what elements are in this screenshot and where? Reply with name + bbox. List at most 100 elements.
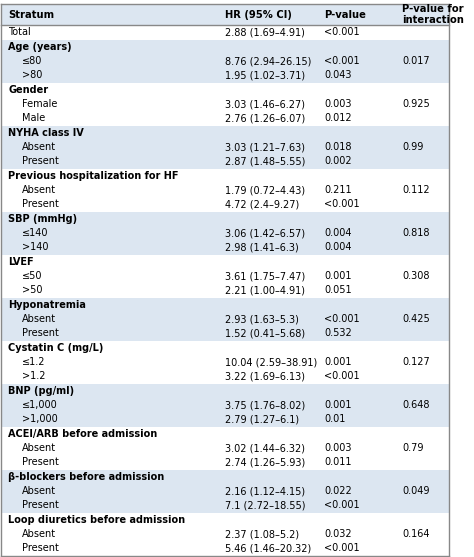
Text: 0.003: 0.003 [324, 99, 351, 109]
Bar [1, 326, 449, 341]
Bar [1, 384, 449, 398]
Text: 0.012: 0.012 [324, 114, 352, 124]
Text: 3.22 (1.69–6.13): 3.22 (1.69–6.13) [225, 372, 305, 382]
Bar [1, 297, 449, 312]
Text: 0.01: 0.01 [324, 414, 345, 424]
Text: 0.99: 0.99 [402, 142, 424, 152]
Text: 0.032: 0.032 [324, 529, 352, 539]
Text: <0.001: <0.001 [324, 199, 359, 209]
Text: 0.308: 0.308 [402, 271, 430, 281]
Text: 3.06 (1.42–6.57): 3.06 (1.42–6.57) [225, 228, 305, 238]
Text: ≤140: ≤140 [21, 228, 48, 238]
Text: 1.95 (1.02–3.71): 1.95 (1.02–3.71) [225, 71, 305, 81]
Text: Hyponatremia: Hyponatremia [8, 300, 86, 310]
Text: 0.018: 0.018 [324, 142, 351, 152]
Text: 2.93 (1.63–5.3): 2.93 (1.63–5.3) [225, 314, 299, 324]
Text: >1,000: >1,000 [21, 414, 57, 424]
Text: Gender: Gender [8, 85, 48, 95]
Text: 2.37 (1.08–5.2): 2.37 (1.08–5.2) [225, 529, 300, 539]
Text: Present: Present [21, 544, 58, 554]
Bar [1, 226, 449, 240]
Text: Previous hospitalization for HF: Previous hospitalization for HF [8, 171, 179, 181]
Text: 1.52 (0.41–5.68): 1.52 (0.41–5.68) [225, 329, 305, 339]
Text: 0.017: 0.017 [402, 56, 430, 66]
Text: 3.75 (1.76–8.02): 3.75 (1.76–8.02) [225, 400, 306, 410]
Bar [1, 240, 449, 255]
Bar [1, 183, 449, 197]
Text: 2.87 (1.48–5.55): 2.87 (1.48–5.55) [225, 157, 306, 167]
Text: Absent: Absent [21, 443, 55, 453]
Text: Absent: Absent [21, 529, 55, 539]
Text: ≤1,000: ≤1,000 [21, 400, 57, 410]
Bar [1, 441, 449, 455]
Text: <0.001: <0.001 [324, 314, 359, 324]
Bar [1, 82, 449, 97]
Text: <0.001: <0.001 [324, 372, 359, 382]
Text: Age (years): Age (years) [8, 42, 72, 52]
Text: 0.011: 0.011 [324, 457, 351, 467]
Text: 0.022: 0.022 [324, 486, 352, 496]
Bar [1, 412, 449, 427]
Text: >140: >140 [21, 242, 48, 252]
Bar [1, 470, 449, 484]
Text: 0.818: 0.818 [402, 228, 430, 238]
Bar [1, 255, 449, 269]
Text: BNP (pg/ml): BNP (pg/ml) [8, 386, 74, 396]
Bar [1, 398, 449, 412]
Text: >80: >80 [21, 71, 42, 81]
Text: Stratum: Stratum [8, 9, 54, 19]
Text: 2.98 (1.41–6.3): 2.98 (1.41–6.3) [225, 242, 299, 252]
Text: 0.425: 0.425 [402, 314, 430, 324]
Text: 8.76 (2.94–26.15): 8.76 (2.94–26.15) [225, 56, 312, 66]
Text: 0.002: 0.002 [324, 157, 352, 167]
Text: <0.001: <0.001 [324, 500, 359, 510]
Text: 3.02 (1.44–6.32): 3.02 (1.44–6.32) [225, 443, 305, 453]
Text: 0.925: 0.925 [402, 99, 430, 109]
Bar [1, 269, 449, 284]
Bar [1, 126, 449, 140]
Bar [1, 484, 449, 499]
Text: P-value for
interaction: P-value for interaction [402, 4, 464, 26]
Text: 4.72 (2.4–9.27): 4.72 (2.4–9.27) [225, 199, 300, 209]
Text: Absent: Absent [21, 142, 55, 152]
Text: 0.648: 0.648 [402, 400, 430, 410]
Bar [1, 312, 449, 326]
Text: 7.1 (2.72–18.55): 7.1 (2.72–18.55) [225, 500, 306, 510]
Text: β-blockers before admission: β-blockers before admission [8, 472, 164, 482]
Text: Total: Total [8, 27, 31, 37]
Text: Loop diuretics before admission: Loop diuretics before admission [8, 515, 185, 525]
Bar [1, 25, 449, 40]
Bar [1, 154, 449, 169]
Text: 0.127: 0.127 [402, 357, 430, 367]
Text: 0.051: 0.051 [324, 286, 352, 295]
Text: 0.001: 0.001 [324, 357, 351, 367]
Bar [1, 427, 449, 441]
Text: 2.79 (1.27–6.1): 2.79 (1.27–6.1) [225, 414, 300, 424]
Text: HR (95% CI): HR (95% CI) [225, 9, 292, 19]
Text: 0.004: 0.004 [324, 242, 351, 252]
Bar [1, 97, 449, 111]
Text: ≤80: ≤80 [21, 56, 42, 66]
Bar [1, 512, 449, 527]
Text: 3.61 (1.75–7.47): 3.61 (1.75–7.47) [225, 271, 306, 281]
Text: 0.004: 0.004 [324, 228, 351, 238]
Text: 0.003: 0.003 [324, 443, 351, 453]
Text: Absent: Absent [21, 314, 55, 324]
Bar [1, 54, 449, 69]
Text: Cystatin C (mg/L): Cystatin C (mg/L) [8, 343, 103, 353]
Text: 0.164: 0.164 [402, 529, 430, 539]
Text: 2.74 (1.26–5.93): 2.74 (1.26–5.93) [225, 457, 306, 467]
Bar [1, 69, 449, 82]
Text: Absent: Absent [21, 185, 55, 195]
Bar [1, 499, 449, 512]
Text: >50: >50 [21, 286, 42, 295]
Text: Absent: Absent [21, 486, 55, 496]
Bar [1, 369, 449, 384]
Text: 0.112: 0.112 [402, 185, 430, 195]
Bar [1, 341, 449, 355]
Text: 2.76 (1.26–6.07): 2.76 (1.26–6.07) [225, 114, 306, 124]
Bar [1, 541, 449, 556]
Bar [1, 455, 449, 470]
Text: 0.043: 0.043 [324, 71, 351, 81]
Bar [1, 284, 449, 297]
